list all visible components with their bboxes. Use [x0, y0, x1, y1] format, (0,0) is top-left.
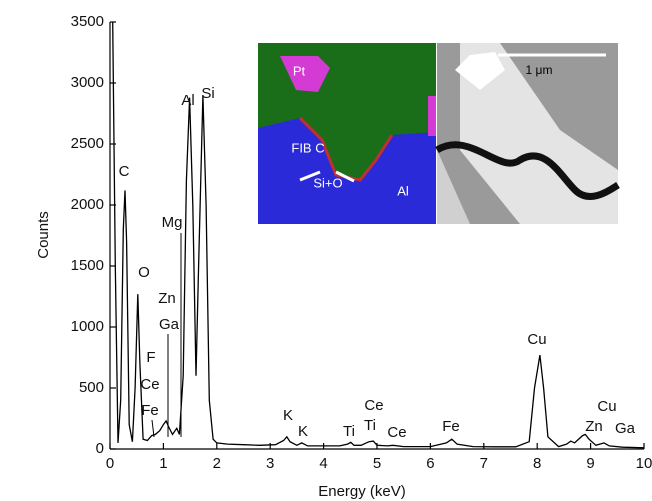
inset-label: Al — [397, 183, 409, 198]
peak-label: Si — [201, 85, 214, 102]
inset-label: 1 μm — [526, 63, 553, 77]
arrow — [151, 419, 155, 438]
peak-label: Fe — [442, 418, 460, 435]
peak-label: K — [298, 423, 308, 440]
x-tick-label: 10 — [636, 455, 652, 472]
peak-label: O — [138, 264, 150, 281]
peak-label: Fe — [141, 402, 159, 419]
y-tick-label: 2000 — [71, 196, 104, 213]
peak-label: Ti — [364, 417, 376, 434]
inset-pt-edge — [428, 96, 436, 136]
y-tick-label: 3000 — [71, 74, 104, 91]
peak-label: Zn — [585, 418, 603, 435]
x-tick-label: 7 — [480, 455, 488, 472]
spectrum-line — [112, 21, 645, 449]
peak-label: Al — [181, 92, 194, 109]
inset-images: Pt FIB C Si+O Al 1 μm — [258, 43, 620, 224]
y-tick-label: 2500 — [71, 135, 104, 152]
inset-tem-pt — [455, 52, 505, 90]
peak-label: C — [119, 163, 130, 180]
peak-label: Ti — [343, 423, 355, 440]
x-tick-label: 9 — [586, 455, 594, 472]
peak-label: Mg — [162, 214, 183, 231]
x-tick-label: 4 — [319, 455, 327, 472]
peak-label: Ce — [140, 376, 159, 393]
peak-label: Ga — [615, 420, 636, 437]
y-tick-label: 3500 — [71, 13, 104, 30]
y-tick-label: 0 — [96, 440, 104, 457]
x-tick-label: 5 — [373, 455, 381, 472]
peak-label: K — [283, 407, 293, 424]
peak-label: F — [146, 349, 155, 366]
inset-tem-light — [460, 43, 618, 224]
x-tick-label: 1 — [159, 455, 167, 472]
x-axis-label: Energy (keV) — [318, 483, 406, 500]
inset-label: Pt — [293, 63, 306, 78]
inset-label: FIB C — [291, 140, 324, 155]
inset-label: Si+O — [313, 175, 342, 190]
peak-label: Ga — [159, 316, 180, 333]
x-tick-label: 3 — [266, 455, 274, 472]
y-tick-label: 500 — [79, 379, 104, 396]
inset-arrow — [299, 170, 321, 182]
x-tick-label: 0 — [106, 455, 114, 472]
peak-label: Ce — [387, 424, 406, 441]
y-tick-label: 1500 — [71, 257, 104, 274]
inset-pt — [280, 56, 330, 92]
inset-tem-band — [435, 141, 620, 200]
peak-label: Ce — [364, 397, 383, 414]
peak-label: Cu — [527, 331, 546, 348]
peak-label: Zn — [158, 290, 176, 307]
peak-label: Cu — [597, 398, 616, 415]
inset-al — [258, 118, 436, 224]
inset-arrow — [335, 170, 355, 183]
x-tick-label: 2 — [213, 455, 221, 472]
y-axis-label: Counts — [35, 211, 52, 259]
y-tick-label: 1000 — [71, 318, 104, 335]
x-tick-label: 8 — [533, 455, 541, 472]
x-tick-label: 6 — [426, 455, 434, 472]
